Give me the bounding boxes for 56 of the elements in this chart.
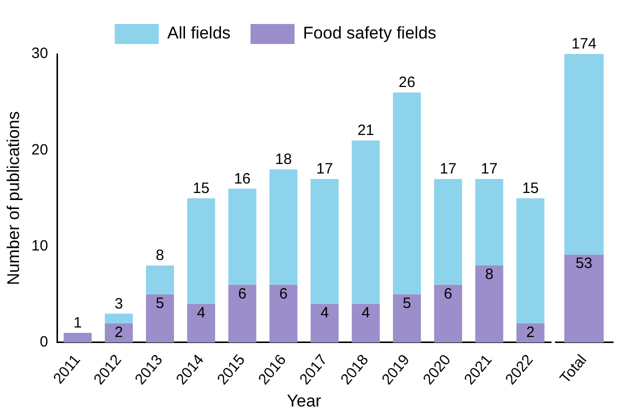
y-tick-label: 30 <box>31 45 48 62</box>
bar <box>187 304 216 342</box>
bar <box>310 304 339 342</box>
bar <box>392 92 421 294</box>
total-label: 1 <box>73 314 82 332</box>
data-label: 5 <box>156 295 164 312</box>
y-axis-title: Number of publications <box>4 111 23 286</box>
data-label: 5 <box>402 295 412 312</box>
total-label: 15 <box>192 180 210 197</box>
bar <box>187 198 216 304</box>
total-label: 17 <box>316 160 333 178</box>
data-label: 8 <box>485 266 494 284</box>
total-label: 21 <box>357 122 374 140</box>
bar <box>475 266 504 342</box>
total-label: 17 <box>480 160 498 178</box>
bar <box>352 304 380 342</box>
data-label: 2 <box>114 324 123 341</box>
data-label: 4 <box>362 304 370 322</box>
bar <box>516 323 544 342</box>
bar <box>269 284 298 342</box>
total-label: 16 <box>234 170 251 188</box>
bar <box>310 179 339 304</box>
x-axis-title: Year <box>286 391 322 410</box>
data-label: 4 <box>320 304 329 322</box>
total-label: 18 <box>275 151 292 168</box>
bar <box>146 294 174 342</box>
data-label: 2 <box>526 324 535 341</box>
y-tick-label: 10 <box>31 237 48 254</box>
bar <box>104 323 133 342</box>
bar <box>352 140 380 304</box>
data-label: 4 <box>196 304 206 322</box>
bar <box>516 198 544 324</box>
total-label: 8 <box>156 247 164 264</box>
bar <box>392 294 421 342</box>
bar <box>475 179 504 266</box>
bar <box>146 266 174 294</box>
bar <box>269 169 298 285</box>
total-label: 26 <box>398 74 416 92</box>
total-label: 3 <box>114 295 123 312</box>
data-label: 6 <box>444 285 452 302</box>
data-label: 6 <box>279 285 288 302</box>
data-label: 53 <box>576 255 592 272</box>
legend-label: Food safety fields <box>303 24 436 43</box>
bar <box>434 284 462 342</box>
y-tick-label: 0 <box>40 334 48 351</box>
bar <box>64 332 92 342</box>
data-label: 6 <box>238 285 246 302</box>
legend-label: All fields <box>167 24 231 43</box>
total-label: 17 <box>440 160 456 178</box>
bar <box>228 188 256 285</box>
bar <box>104 314 133 324</box>
bar <box>434 179 462 285</box>
y-tick-label: 20 <box>31 141 48 158</box>
bar <box>228 284 256 342</box>
total-label: 15 <box>522 180 539 197</box>
total-label: 174 <box>571 36 597 53</box>
